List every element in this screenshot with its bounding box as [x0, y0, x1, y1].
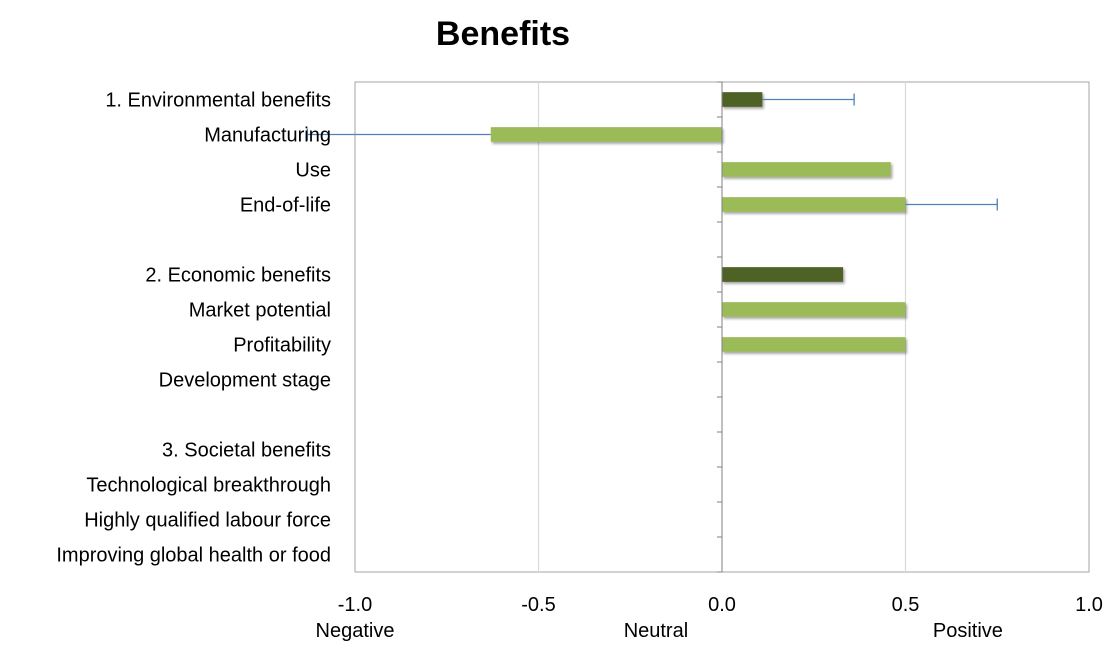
category-label: Development stage — [159, 370, 331, 392]
chart-title: Benefits — [436, 15, 570, 53]
x-tick-label: -1.0 — [338, 594, 372, 616]
bar — [490, 127, 722, 142]
bar — [722, 302, 906, 317]
x-annotation: Positive — [933, 620, 1003, 642]
category-label: Manufacturing — [204, 125, 331, 147]
x-tick-label: 0.5 — [892, 594, 920, 616]
bars — [490, 92, 906, 352]
error-bars — [306, 93, 998, 211]
x-tick-label: 1.0 — [1075, 594, 1103, 616]
zero-axis — [717, 81, 723, 573]
category-label: Use — [295, 160, 331, 182]
category-label: Improving global health or food — [56, 545, 331, 567]
category-labels: 1. Environmental benefits Manufacturing Us… — [56, 90, 331, 567]
category-label: Profitability — [233, 335, 331, 357]
bar — [722, 197, 906, 212]
category-label: Highly qualified labour force — [84, 510, 331, 532]
x-annotation: Negative — [316, 620, 395, 642]
x-annotation: Neutral — [624, 620, 688, 642]
x-tick-labels: -1.0 -0.5 0.0 0.5 1.0 — [338, 594, 1103, 616]
gridlines — [537, 82, 907, 572]
bar — [722, 337, 906, 352]
category-label: Market potential — [189, 300, 331, 322]
bar-header — [722, 92, 763, 107]
category-label: 1. Environmental benefits — [105, 90, 331, 112]
category-label: Technological breakthrough — [86, 475, 331, 497]
bar — [722, 162, 891, 177]
category-label: 3. Societal benefits — [162, 440, 331, 462]
category-label: End-of-life — [240, 195, 331, 217]
x-annotations: Negative Neutral Positive — [316, 620, 1003, 642]
x-tick-label: 0.0 — [708, 594, 736, 616]
x-tick-label: -0.5 — [521, 594, 555, 616]
category-label: 2. Economic benefits — [145, 265, 331, 287]
bar-header — [722, 267, 844, 282]
